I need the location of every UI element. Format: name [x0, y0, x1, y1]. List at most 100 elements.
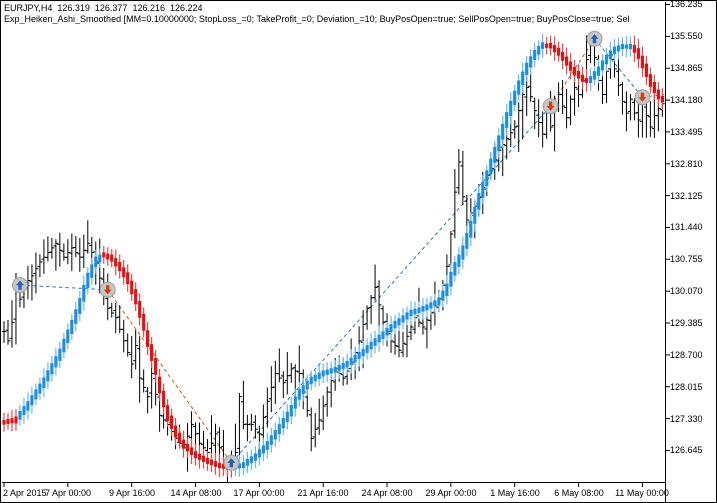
ha-up-body [70, 319, 74, 334]
ha-up-body [525, 62, 529, 75]
ha-down-body [213, 461, 218, 467]
ha-down-body [652, 81, 656, 94]
ha-down-body [134, 289, 138, 305]
ha-down-body [201, 455, 206, 462]
buy-arrow-icon [227, 458, 236, 468]
ha-down-body [146, 330, 150, 347]
ha-up-body [405, 312, 409, 320]
ha-down-body [656, 89, 660, 100]
time-axis-label: 2 Apr 2015 [3, 488, 47, 498]
ha-down-body [549, 42, 553, 49]
ha-down-body [185, 443, 190, 452]
ha-up-body [509, 100, 513, 116]
ha-down-body [118, 261, 122, 272]
trade-marker-buy[interactable] [12, 277, 28, 294]
ha-up-body [612, 46, 617, 54]
price-axis-label: 136.235 [670, 0, 703, 9]
ha-up-body [369, 341, 373, 350]
ha-up-body [521, 71, 525, 85]
ha-down-body [150, 344, 154, 361]
ha-up-body [18, 410, 22, 420]
ha-up-body [357, 351, 361, 359]
time-axis-label: 21 Apr 16:00 [297, 488, 349, 498]
time-axis-label: 7 Apr 00:00 [44, 488, 92, 498]
ha-down-body [174, 425, 178, 438]
ha-up-body [345, 360, 349, 368]
price-axis-label: 127.330 [670, 414, 703, 424]
ha-down-body [10, 418, 14, 424]
ha-up-body [461, 245, 465, 260]
ha-down-body [221, 463, 226, 469]
price-axis-label: 132.125 [670, 191, 703, 201]
ha-up-body [624, 44, 628, 49]
ha-down-body [14, 416, 18, 424]
ha-up-body [281, 417, 285, 429]
ha-down-body [189, 447, 194, 456]
ha-down-body [217, 462, 222, 469]
ha-up-body [541, 42, 545, 49]
ha-up-body [361, 348, 365, 357]
ha-down-body [158, 376, 162, 394]
ha-up-body [50, 363, 54, 375]
ha-up-body [620, 44, 625, 50]
quote-open: 126.319 [57, 3, 90, 13]
price-axis-label: 128.015 [670, 382, 703, 392]
symbol-period: EURJPY,H4 [4, 3, 53, 13]
ha-up-body [529, 56, 533, 68]
ha-down-body [640, 55, 644, 69]
ha-up-body [501, 123, 505, 140]
ha-up-body [30, 395, 34, 406]
ha-down-body [545, 43, 549, 48]
trade-marker-buy[interactable] [586, 30, 603, 47]
ha-up-body [445, 283, 449, 296]
ha-down-body [170, 415, 174, 429]
price-axis-label: 130.755 [670, 254, 703, 264]
ha-up-body [54, 356, 58, 368]
ha-up-body [325, 369, 329, 375]
ha-down-body [110, 254, 114, 262]
ha-up-body [533, 50, 537, 60]
ha-up-body [588, 76, 593, 83]
ha-up-body [425, 304, 429, 311]
ha-down-body [632, 45, 636, 53]
ha-up-body [98, 254, 102, 263]
ha-up-body [473, 207, 477, 224]
ha-down-body [154, 358, 158, 375]
ha-up-body [477, 193, 481, 210]
time-axis-label: 11 May 00:00 [615, 488, 669, 498]
ha-down-body [584, 78, 589, 83]
ha-up-body [82, 284, 86, 302]
ha-up-body [237, 463, 241, 469]
ha-up-body [245, 459, 249, 466]
time-axis-label: 6 May 08:00 [554, 488, 604, 498]
ha-down-body [162, 390, 166, 408]
ha-down-body [648, 74, 652, 87]
trade-marker-sell[interactable] [99, 281, 116, 298]
buy-arrow-icon [16, 280, 24, 290]
ha-down-body [106, 253, 110, 260]
ha-down-body [126, 272, 130, 284]
trade-line-long [19, 284, 108, 291]
ha-up-body [313, 374, 317, 382]
trade-marker-buy[interactable] [223, 454, 240, 471]
ha-up-body [46, 370, 50, 382]
sell-arrow-icon [546, 101, 555, 111]
ha-up-body [517, 80, 521, 95]
ha-up-body [373, 338, 377, 346]
ha-up-body [293, 396, 297, 409]
ha-up-body [433, 300, 437, 307]
time-axis-label: 17 Apr 00:00 [233, 488, 285, 498]
ha-up-body [66, 329, 70, 343]
ha-up-body [257, 449, 261, 458]
trade-marker-sell[interactable] [542, 98, 559, 115]
quote-close: 126.224 [170, 3, 203, 13]
plot-area[interactable] [2, 30, 665, 482]
ha-up-body [453, 262, 457, 276]
price-axis-label: 131.440 [670, 222, 703, 232]
ha-down-body [557, 47, 561, 56]
trade-marker-sell[interactable] [634, 89, 651, 106]
ha-down-body [138, 301, 142, 318]
price-axis-label: 134.180 [670, 95, 703, 105]
ha-up-body [38, 383, 42, 394]
